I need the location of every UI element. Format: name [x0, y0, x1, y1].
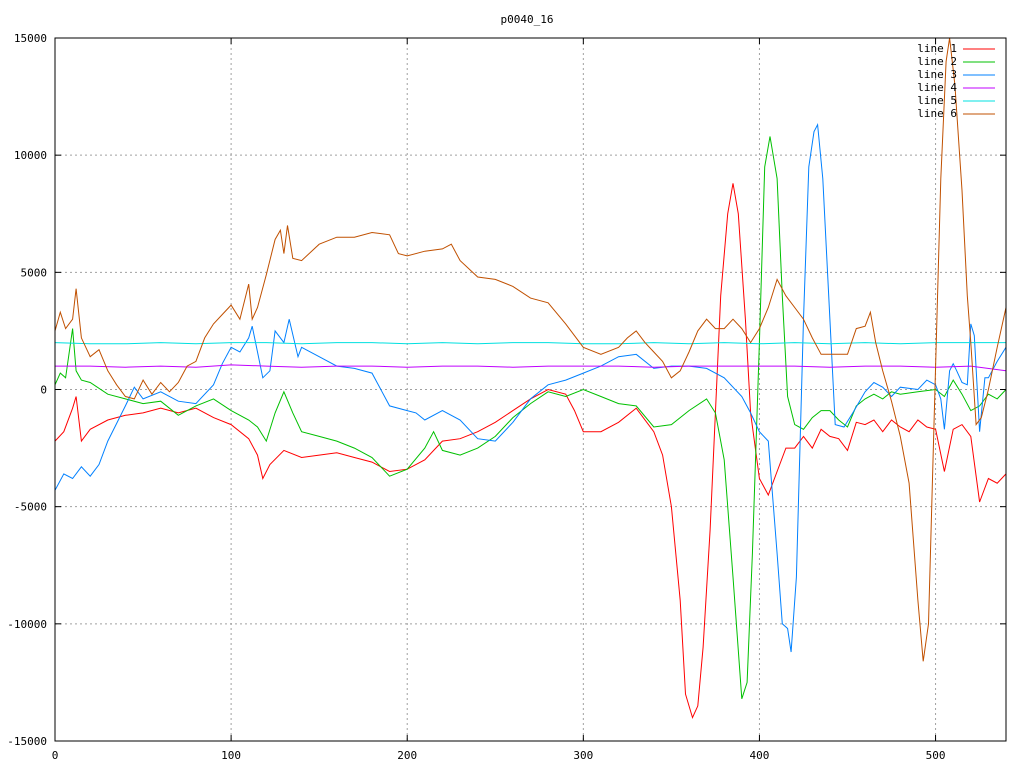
series-line-3 [55, 122, 1006, 653]
series-line-2 [55, 136, 1006, 699]
grid [55, 38, 1006, 741]
axis-ticks: 0 100 200 300 400 500 -15000 -10000 -5000 0 5000 10… [7, 32, 1006, 762]
x-tick-label: 400 [750, 749, 770, 762]
y-tick-label: -5000 [14, 501, 47, 514]
x-tick-label: 500 [926, 749, 946, 762]
series-line-6 [55, 38, 1006, 662]
y-tick-label: -15000 [7, 735, 47, 748]
y-tick-label: -10000 [7, 618, 47, 631]
series-line-5 [55, 342, 1006, 345]
series-lines [55, 38, 1006, 720]
legend-label-6: line 6 [917, 107, 957, 120]
y-tick-label: 5000 [21, 266, 48, 279]
x-tick-label: 200 [397, 749, 417, 762]
x-tick-label: 100 [221, 749, 241, 762]
y-tick-label: 10000 [14, 149, 47, 162]
y-tick-label: 0 [40, 384, 47, 397]
series-line-4 [55, 364, 1006, 372]
legend-label-5: line 5 [917, 94, 957, 107]
legend-label-1: line 1 [917, 42, 957, 55]
legend-label-3: line 3 [917, 68, 957, 81]
legend-label-4: line 4 [917, 81, 957, 94]
y-tick-label: 15000 [14, 32, 47, 45]
x-tick-label: 300 [573, 749, 593, 762]
series-line-1 [55, 183, 1006, 720]
x-tick-label: 0 [52, 749, 59, 762]
chart-title: p0040_16 [501, 13, 554, 26]
legend-label-2: line 2 [917, 55, 957, 68]
